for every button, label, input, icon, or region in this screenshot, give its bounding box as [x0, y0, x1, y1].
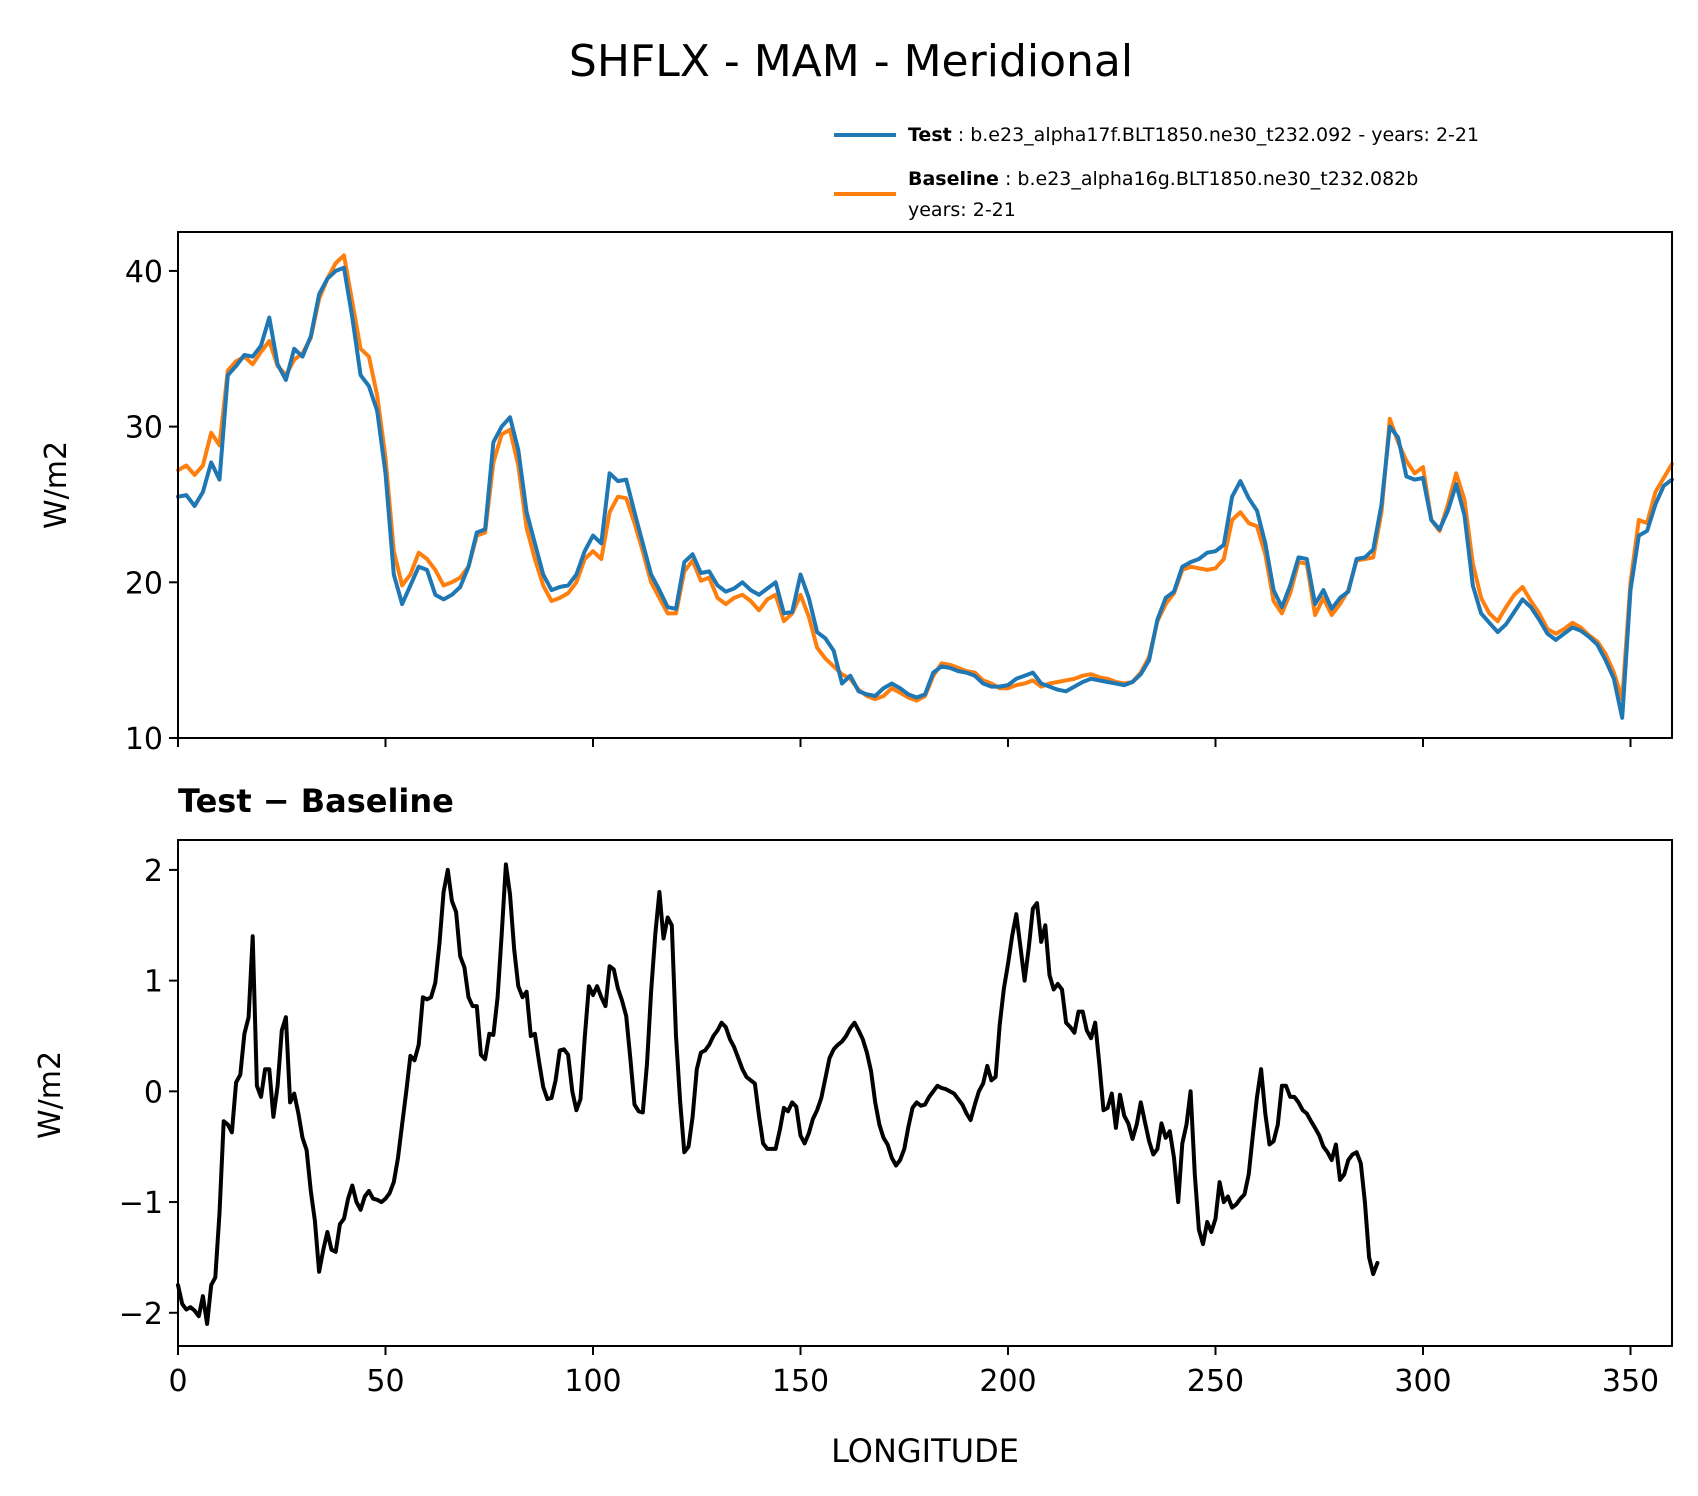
top-series-test-line	[176, 265, 1674, 720]
legend-baseline-years: years: 2-21	[908, 199, 1016, 221]
bottom-x-tick-label: 150	[772, 1364, 829, 1399]
bottom-x-tick-label: 0	[168, 1364, 187, 1399]
bottom-x-ticks: 0 50 100 150 200 250 300 350	[168, 1346, 1659, 1399]
top-y-ticks: 10 20 30 40	[125, 255, 178, 757]
bottom-x-tick-label: 50	[366, 1364, 404, 1399]
bottom-x-tick-label: 300	[1394, 1364, 1451, 1399]
top-panel: 10 20 30 40 W/m2	[39, 231, 1674, 757]
legend: Test : b.e23_alpha17f.BLT1850.ne30_t232.…	[834, 124, 1479, 221]
bottom-y-tick-label: −1	[119, 1186, 163, 1221]
legend-baseline-description: b.e23_alpha16g.BLT1850.ne30_t232.082b	[1017, 168, 1418, 190]
bottom-series-layer	[176, 862, 1380, 1326]
x-axis-label: LONGITUDE	[831, 1432, 1019, 1470]
top-y-tick-label: 20	[125, 566, 163, 601]
legend-test-description: b.e23_alpha17f.BLT1850.ne30_t232.092 - y…	[970, 124, 1479, 146]
top-plot-frame	[177, 231, 1673, 739]
bottom-y-ticks: −2 −1 0 1 2	[119, 854, 178, 1332]
bottom-panel-title: Test − Baseline	[178, 782, 454, 820]
legend-test-text: Test : b.e23_alpha17f.BLT1850.ne30_t232.…	[908, 124, 1479, 146]
bottom-y-tick-label: 0	[144, 1075, 163, 1110]
top-y-axis-label: W/m2	[39, 441, 74, 529]
bottom-x-tick-label: 100	[564, 1364, 621, 1399]
bottom-y-tick-label: 1	[144, 965, 163, 1000]
top-series-baseline-line	[176, 253, 1674, 703]
figure-title: SHFLX - MAM - Meridional	[569, 36, 1133, 87]
top-y-tick-label: 30	[125, 411, 163, 446]
top-y-tick-label: 10	[125, 722, 163, 757]
legend-baseline-label: Baseline	[908, 168, 999, 190]
legend-baseline-text: Baseline : b.e23_alpha16g.BLT1850.ne30_t…	[908, 168, 1418, 190]
legend-test-label: Test	[908, 124, 952, 146]
bottom-y-tick-label: 2	[144, 854, 163, 889]
top-x-ticks	[177, 738, 1632, 747]
bottom-x-tick-label: 350	[1602, 1364, 1659, 1399]
top-y-tick-label: 40	[125, 255, 163, 290]
bottom-y-tick-label: −2	[119, 1297, 163, 1332]
bottom-panel: Test − Baseline −2 −1 0 1 2 0 50 100 150 200 250 3…	[33, 782, 1673, 1470]
bottom-x-tick-label: 200	[979, 1364, 1036, 1399]
bottom-x-tick-label: 250	[1187, 1364, 1244, 1399]
bottom-y-axis-label: W/m2	[33, 1051, 68, 1139]
bottom-plot-frame	[177, 839, 1673, 1347]
top-series-layer	[176, 253, 1674, 720]
bottom-series-test-baseline-line	[176, 862, 1380, 1326]
